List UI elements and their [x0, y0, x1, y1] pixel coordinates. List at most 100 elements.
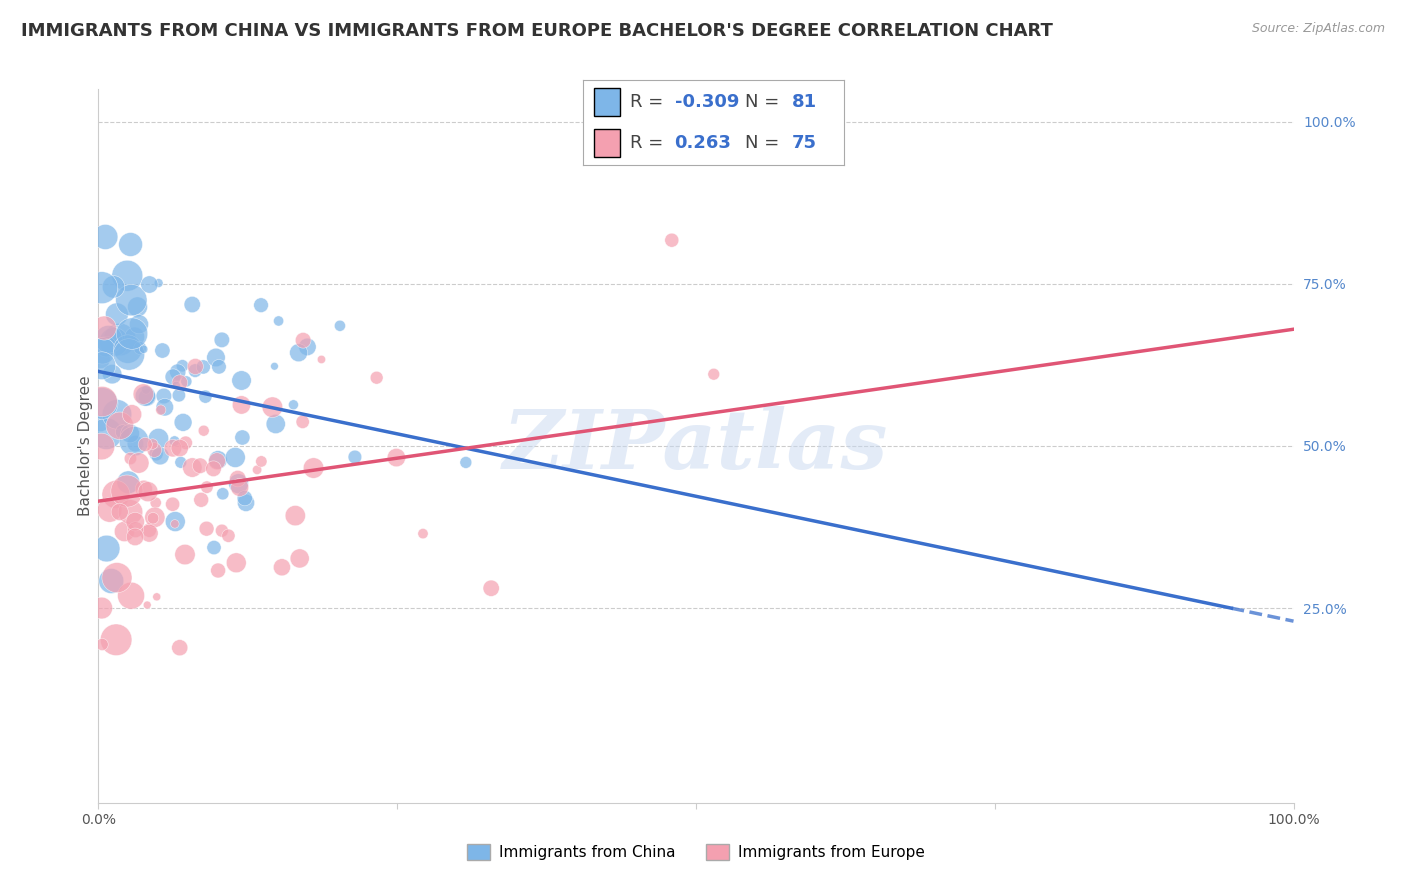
Point	[250, 298, 273, 312]
Point	[149, 449, 172, 463]
Point	[120, 293, 142, 307]
Point	[148, 432, 170, 446]
Point	[96, 426, 118, 441]
Point	[120, 451, 142, 466]
Point	[162, 370, 184, 384]
Point	[211, 487, 233, 501]
Point	[233, 491, 256, 505]
Point	[292, 334, 315, 348]
Point	[127, 300, 149, 314]
Point	[108, 418, 131, 433]
Point	[91, 637, 114, 651]
Point	[120, 505, 142, 519]
Point	[263, 359, 285, 374]
Text: Source: ZipAtlas.com: Source: ZipAtlas.com	[1251, 22, 1385, 36]
Point	[121, 408, 143, 422]
Point	[94, 230, 117, 244]
Point	[129, 341, 152, 355]
Point	[225, 556, 247, 570]
Point	[262, 400, 284, 414]
Point	[145, 447, 167, 461]
Point	[90, 440, 112, 454]
Point	[105, 571, 128, 585]
Point	[108, 333, 131, 347]
Point	[174, 548, 197, 562]
Point	[124, 523, 146, 537]
Point	[208, 359, 231, 374]
Point	[194, 390, 217, 404]
Point	[271, 560, 294, 574]
Point	[231, 430, 253, 444]
Text: N =: N =	[745, 134, 785, 152]
Text: N =: N =	[745, 93, 785, 111]
Point	[90, 359, 112, 373]
Point	[228, 480, 250, 494]
Y-axis label: Bachelor's Degree: Bachelor's Degree	[77, 376, 93, 516]
Point	[149, 403, 172, 417]
Point	[105, 408, 128, 422]
Point	[211, 524, 233, 538]
Point	[120, 426, 142, 441]
Point	[138, 277, 160, 292]
Point	[184, 364, 207, 378]
Point	[284, 508, 307, 523]
Point	[153, 389, 176, 403]
Point	[122, 434, 145, 449]
Point	[250, 454, 273, 468]
Point	[121, 326, 143, 341]
Point	[172, 416, 194, 430]
Point	[174, 435, 197, 450]
Point	[703, 368, 725, 382]
Point	[231, 398, 253, 412]
FancyBboxPatch shape	[593, 128, 620, 157]
Point	[167, 388, 190, 402]
Point	[163, 516, 186, 531]
Point	[143, 443, 166, 458]
Point	[202, 462, 225, 476]
Point	[165, 378, 187, 392]
Point	[195, 480, 218, 494]
Point	[181, 460, 204, 475]
Point	[211, 333, 233, 347]
Point	[231, 374, 253, 388]
Point	[120, 589, 142, 603]
Point	[142, 437, 165, 451]
Point	[479, 581, 502, 595]
Point	[108, 505, 131, 519]
Point	[166, 365, 188, 379]
Point	[226, 472, 249, 486]
Point	[163, 434, 186, 448]
Point	[128, 456, 150, 470]
Text: R =: R =	[630, 93, 669, 111]
Point	[661, 233, 683, 247]
Point	[412, 526, 434, 541]
Point	[162, 497, 184, 511]
Point	[117, 475, 139, 490]
Point	[264, 417, 287, 431]
Point	[90, 352, 112, 367]
Point	[302, 461, 325, 475]
Point	[288, 551, 311, 566]
Point	[97, 332, 120, 346]
Point	[117, 342, 139, 356]
Point	[138, 526, 160, 541]
Point	[103, 280, 125, 294]
Point	[93, 321, 115, 335]
Point	[193, 424, 215, 438]
Point	[91, 394, 114, 409]
Point	[169, 376, 191, 390]
Point	[169, 441, 191, 455]
Point	[145, 590, 167, 604]
Point	[153, 401, 176, 415]
Point	[291, 415, 314, 429]
Point	[91, 396, 114, 410]
Point	[136, 390, 159, 404]
Text: 0.263: 0.263	[675, 134, 731, 152]
Point	[202, 541, 225, 555]
Point	[101, 367, 124, 381]
Point	[100, 574, 122, 588]
Point	[135, 383, 157, 397]
Point	[366, 370, 388, 384]
Point	[181, 297, 204, 311]
Point	[207, 564, 229, 578]
